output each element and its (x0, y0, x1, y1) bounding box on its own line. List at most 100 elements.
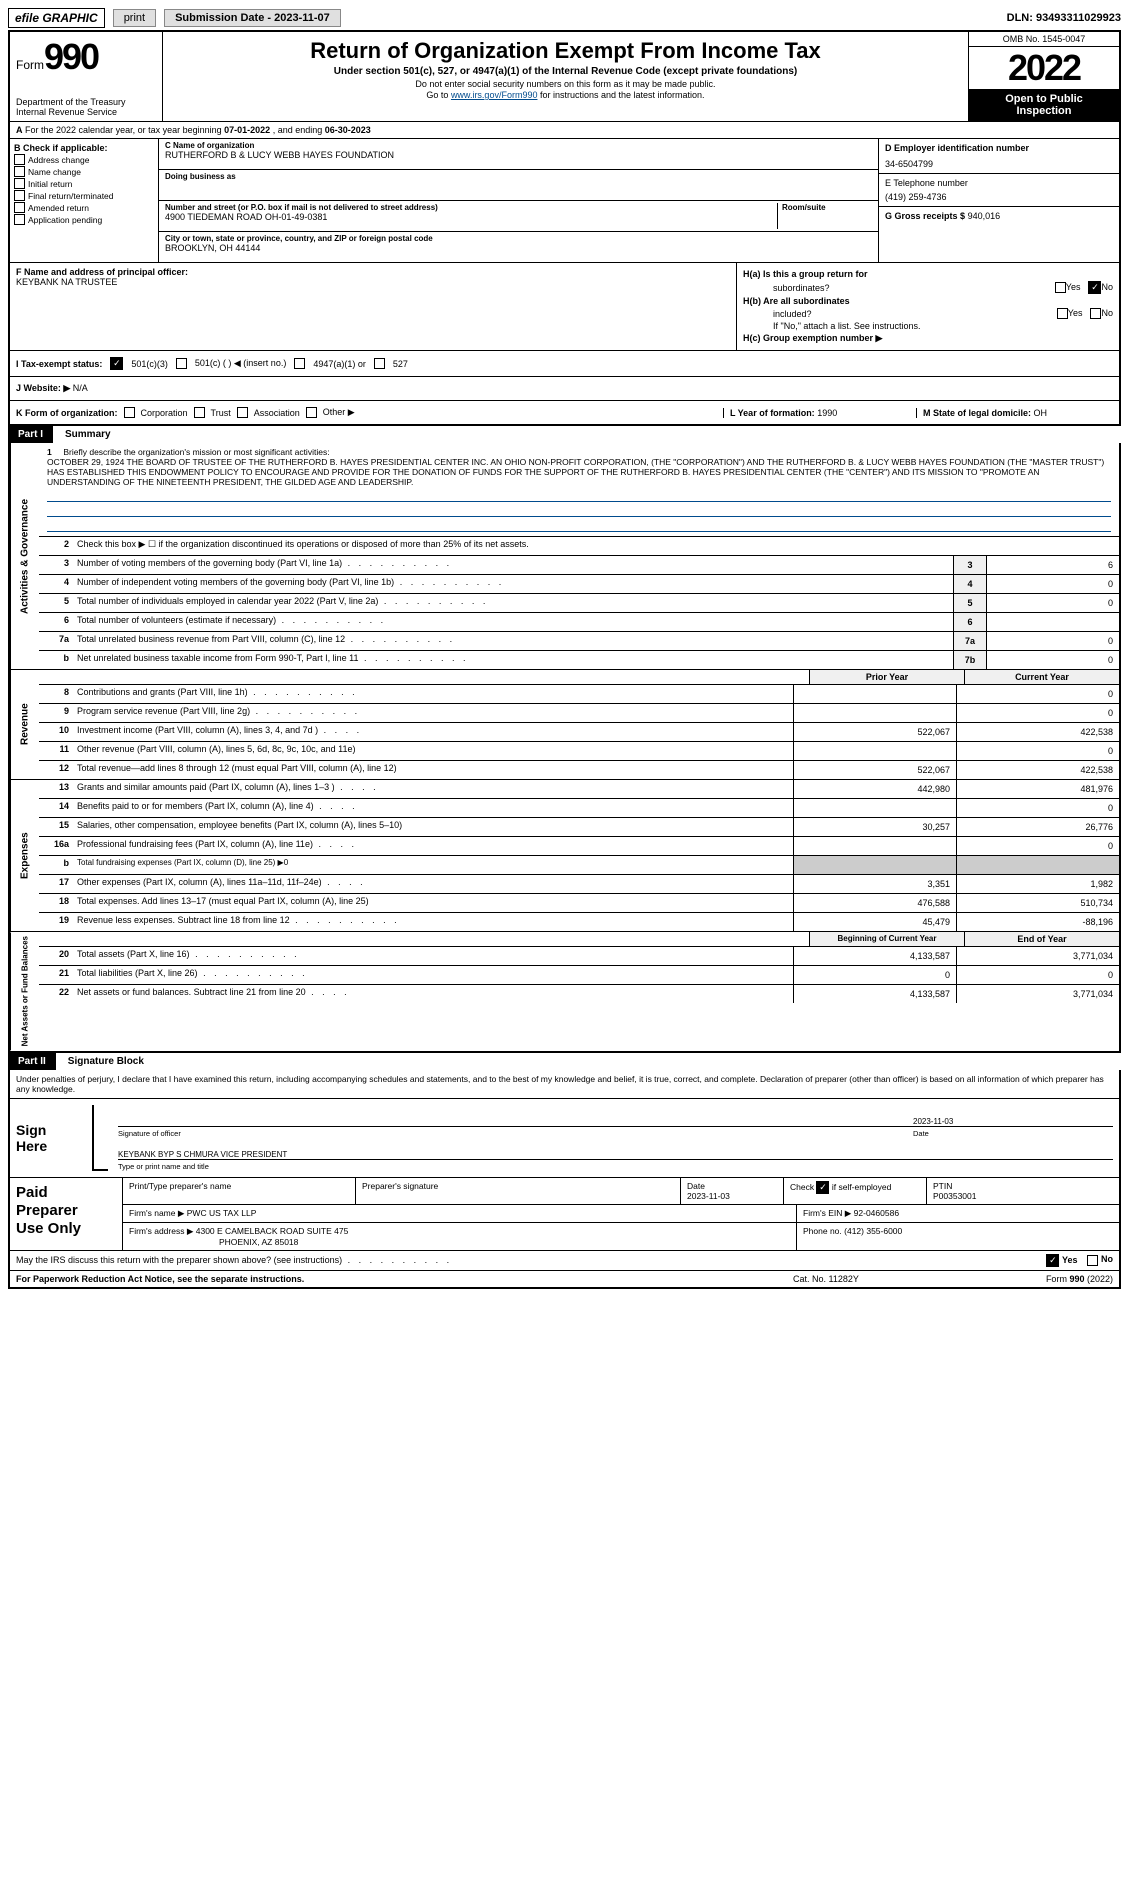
print-button[interactable]: print (113, 9, 156, 27)
checkbox-icon[interactable] (294, 358, 305, 369)
gross-receipts-value: 940,016 (968, 211, 1001, 221)
checkbox-icon[interactable] (14, 190, 25, 201)
row-a-tax-year: A For the 2022 calendar year, or tax yea… (10, 122, 1119, 139)
checkbox-icon[interactable] (194, 407, 205, 418)
side-label-net-assets: Net Assets or Fund Balances (10, 932, 39, 1050)
line-8: 8 Contributions and grants (Part VIII, l… (39, 685, 1119, 704)
line-13: 13 Grants and similar amounts paid (Part… (39, 780, 1119, 799)
checkbox-icon[interactable] (124, 407, 135, 418)
checkbox-icon[interactable] (237, 407, 248, 418)
chk-initial-return: Initial return (14, 178, 154, 189)
part-1-num: Part I (8, 426, 55, 443)
preparer-row: Paid Preparer Use Only Print/Type prepar… (10, 1178, 1119, 1251)
col-de: D Employer identification number 34-6504… (878, 139, 1119, 262)
org-name-value: RUTHERFORD B & LUCY WEBB HAYES FOUNDATIO… (165, 150, 872, 160)
checked-checkbox-icon[interactable]: ✓ (816, 1181, 829, 1194)
part-2-num: Part II (8, 1053, 58, 1070)
line-6: 6 Total number of volunteers (estimate i… (39, 613, 1119, 632)
line-12: 12 Total revenue—add lines 8 through 12 … (39, 761, 1119, 779)
checked-checkbox-icon[interactable]: ✓ (110, 357, 123, 370)
cell-ein: D Employer identification number 34-6504… (879, 139, 1119, 174)
preparer-firm-address: Firm's address ▶ 4300 E CAMELBACK ROAD S… (123, 1223, 1119, 1250)
side-label-governance: Activities & Governance (10, 443, 39, 669)
h-b-line: H(b) Are all subordinates (743, 296, 1113, 306)
line-16b: b Total fundraising expenses (Part IX, c… (39, 856, 1119, 875)
col-b-title: B Check if applicable: (14, 143, 154, 153)
form-subtitle-2: Do not enter social security numbers on … (167, 79, 964, 89)
line-10: 10 Investment income (Part VIII, column … (39, 723, 1119, 742)
part-2-header: Part II Signature Block (8, 1053, 1121, 1070)
line-21: 21 Total liabilities (Part X, line 26) 0… (39, 966, 1119, 985)
col-f-officer: F Name and address of principal officer:… (10, 263, 736, 350)
expenses-block: Expenses 13 Grants and similar amounts p… (10, 780, 1119, 932)
section-fh: F Name and address of principal officer:… (10, 263, 1119, 351)
checkbox-icon[interactable] (14, 202, 25, 213)
checkbox-icon[interactable] (1055, 282, 1066, 293)
city-value: BROOKLYN, OH 44144 (165, 243, 872, 253)
row-j-website: J Website: ▶ N/A (10, 377, 1119, 401)
irs-link[interactable]: www.irs.gov/Form990 (451, 90, 538, 100)
checkbox-icon[interactable] (1057, 308, 1068, 319)
part-1-header: Part I Summary (8, 426, 1121, 443)
part-2-title: Signature Block (58, 1053, 1121, 1070)
h-a-sub: subordinates? Yes ✓No (743, 281, 1113, 294)
checkbox-icon[interactable] (1087, 1255, 1098, 1266)
arrow-icon (92, 1138, 108, 1171)
efile-graphic-label: efile GRAPHIC (8, 8, 105, 28)
mission-block: 1 Briefly describe the organization's mi… (39, 443, 1119, 537)
preparer-grid: Print/Type preparer's name Preparer's si… (122, 1178, 1119, 1250)
checked-checkbox-icon[interactable]: ✓ (1046, 1254, 1059, 1267)
rule-line (47, 519, 1111, 532)
col-headers-revenue: Prior Year Current Year (39, 670, 1119, 685)
line-2: 2 Check this box ▶ ☐ if the organization… (39, 537, 1119, 556)
revenue-block: Revenue Prior Year Current Year 8 Contri… (10, 670, 1119, 780)
form-header: Form990 Department of the Treasury Inter… (10, 32, 1119, 122)
line-16a: 16a Professional fundraising fees (Part … (39, 837, 1119, 856)
row-i-tax-exempt: I Tax-exempt status: ✓501(c)(3) 501(c) (… (10, 351, 1119, 377)
checkbox-icon[interactable] (14, 214, 25, 225)
checkbox-icon[interactable] (14, 178, 25, 189)
open-public-badge: Open to Public Inspection (969, 89, 1119, 121)
line-15: 15 Salaries, other compensation, employe… (39, 818, 1119, 837)
dln-label: DLN: 93493311029923 (1007, 12, 1121, 24)
omb-number: OMB No. 1545-0047 (969, 32, 1119, 47)
sign-here-label: Sign Here (10, 1099, 92, 1177)
governance-block: Activities & Governance 1 Briefly descri… (10, 443, 1119, 670)
form-subtitle-1: Under section 501(c), 527, or 4947(a)(1)… (167, 66, 964, 77)
form-title: Return of Organization Exempt From Incom… (167, 38, 964, 64)
penalty-statement: Under penalties of perjury, I declare th… (10, 1070, 1119, 1099)
h-b-note: If "No," attach a list. See instructions… (743, 321, 1113, 331)
checkbox-icon[interactable] (306, 407, 317, 418)
line-14: 14 Benefits paid to or for members (Part… (39, 799, 1119, 818)
chk-address-change: Address change (14, 154, 154, 165)
chk-amended-return: Amended return (14, 202, 154, 213)
website-value: N/A (73, 383, 88, 393)
checkbox-icon[interactable] (176, 358, 187, 369)
submission-date-button[interactable]: Submission Date - 2023-11-07 (164, 9, 341, 27)
firm-phone-value: (412) 355-6000 (844, 1226, 902, 1236)
header-center: Return of Organization Exempt From Incom… (163, 32, 968, 121)
checkbox-icon[interactable] (374, 358, 385, 369)
rule-line (47, 504, 1111, 517)
preparer-label: Paid Preparer Use Only (10, 1178, 122, 1250)
cell-dba: Doing business as (159, 170, 878, 201)
line-3: 3 Number of voting members of the govern… (39, 556, 1119, 575)
cell-org-name: C Name of organization RUTHERFORD B & LU… (159, 139, 878, 170)
checkbox-icon[interactable] (14, 154, 25, 165)
col-headers-net: Beginning of Current Year End of Year (39, 932, 1119, 947)
checkbox-icon[interactable] (1090, 308, 1101, 319)
line-9: 9 Program service revenue (Part VIII, li… (39, 704, 1119, 723)
firm-name-value: PWC US TAX LLP (187, 1208, 257, 1218)
officer-name-title: KEYBANK BYP S CHMURA VICE PRESIDENT (118, 1150, 1113, 1159)
sign-date: 2023-11-03 (913, 1117, 1113, 1126)
cell-gross-receipts: G Gross receipts $ 940,016 (879, 207, 1119, 262)
checkbox-icon[interactable] (14, 166, 25, 177)
line-18: 18 Total expenses. Add lines 13–17 (must… (39, 894, 1119, 913)
line-4: 4 Number of independent voting members o… (39, 575, 1119, 594)
form-prefix: Form (16, 58, 44, 72)
officer-name: KEYBANK NA TRUSTEE (16, 277, 730, 287)
footer-line: For Paperwork Reduction Act Notice, see … (10, 1270, 1119, 1287)
checked-checkbox-icon[interactable]: ✓ (1088, 281, 1101, 294)
chk-final-return: Final return/terminated (14, 190, 154, 201)
h-b-sub: included? Yes No (743, 308, 1113, 319)
